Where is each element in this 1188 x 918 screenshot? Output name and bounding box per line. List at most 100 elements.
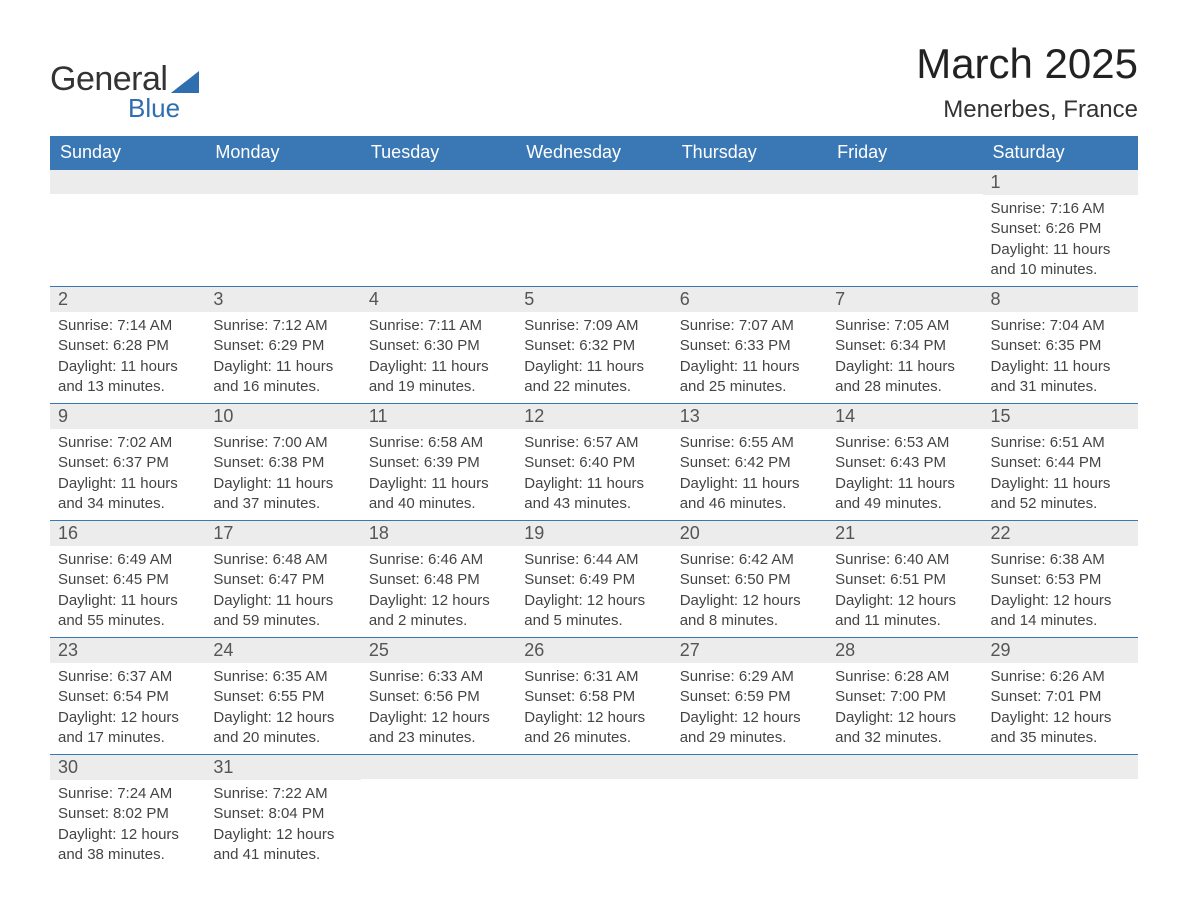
day-cell: 22Sunrise: 6:38 AMSunset: 6:53 PMDayligh… — [983, 521, 1138, 637]
day-body: Sunrise: 6:46 AMSunset: 6:48 PMDaylight:… — [361, 546, 516, 637]
day-dl1: Daylight: 11 hours — [213, 591, 352, 611]
day-dl1: Daylight: 11 hours — [524, 357, 663, 377]
day-body: Sunrise: 6:53 AMSunset: 6:43 PMDaylight:… — [827, 429, 982, 520]
day-sunrise: Sunrise: 6:48 AM — [213, 550, 352, 570]
day-body: Sunrise: 6:28 AMSunset: 7:00 PMDaylight:… — [827, 663, 982, 754]
day-sunrise: Sunrise: 7:22 AM — [213, 784, 352, 804]
day-cell: 10 Sunrise: 7:00 AMSunset: 6:38 PMDayligh… — [205, 404, 360, 520]
day-number: 24 — [205, 638, 360, 663]
day-dl2: and 22 minutes. — [524, 377, 663, 397]
month-title: March 2025 — [916, 40, 1138, 88]
day-dl1: Daylight: 11 hours — [835, 474, 974, 494]
day-number: 21 — [827, 521, 982, 546]
day-number: 9 — [50, 404, 205, 429]
day-dl1: Daylight: 12 hours — [58, 825, 197, 845]
day-sunrise: Sunrise: 6:28 AM — [835, 667, 974, 687]
day-cell: 8Sunrise: 7:04 AMSunset: 6:35 PMDaylight… — [983, 287, 1138, 403]
day-cell — [827, 755, 982, 871]
day-cell: 11Sunrise: 6:58 AMSunset: 6:39 PMDayligh… — [361, 404, 516, 520]
day-dl1: Daylight: 11 hours — [213, 474, 352, 494]
empty-day-bar — [205, 170, 360, 194]
day-number: 3 — [205, 287, 360, 312]
day-sunset: Sunset: 6:38 PM — [213, 453, 352, 473]
day-sunrise: Sunrise: 7:14 AM — [58, 316, 197, 336]
day-cell: 30Sunrise: 7:24 AMSunset: 8:02 PMDayligh… — [50, 755, 205, 871]
day-sunset: Sunset: 6:44 PM — [991, 453, 1130, 473]
day-header: Wednesday — [516, 136, 671, 169]
day-dl2: and 2 minutes. — [369, 611, 508, 631]
day-cell: 2Sunrise: 7:14 AMSunset: 6:28 PMDaylight… — [50, 287, 205, 403]
week-row: 23Sunrise: 6:37 AMSunset: 6:54 PMDayligh… — [50, 637, 1138, 754]
day-sunrise: Sunrise: 6:55 AM — [680, 433, 819, 453]
day-sunrise: Sunrise: 7:12 AM — [213, 316, 352, 336]
day-body: Sunrise: 6:44 AMSunset: 6:49 PMDaylight:… — [516, 546, 671, 637]
day-number: 16 — [50, 521, 205, 546]
day-sunrise: Sunrise: 6:35 AM — [213, 667, 352, 687]
day-sunrise: Sunrise: 6:29 AM — [680, 667, 819, 687]
day-sunset: Sunset: 6:56 PM — [369, 687, 508, 707]
day-number: 7 — [827, 287, 982, 312]
day-dl1: Daylight: 11 hours — [991, 474, 1130, 494]
day-number: 4 — [361, 287, 516, 312]
day-dl2: and 35 minutes. — [991, 728, 1130, 748]
day-body: Sunrise: 6:58 AMSunset: 6:39 PMDaylight:… — [361, 429, 516, 520]
day-dl2: and 31 minutes. — [991, 377, 1130, 397]
day-sunrise: Sunrise: 7:00 AM — [213, 433, 352, 453]
day-dl2: and 28 minutes. — [835, 377, 974, 397]
day-dl2: and 43 minutes. — [524, 494, 663, 514]
brand-line2: Blue — [128, 93, 199, 124]
day-cell: 26Sunrise: 6:31 AMSunset: 6:58 PMDayligh… — [516, 638, 671, 754]
day-cell: 24Sunrise: 6:35 AMSunset: 6:55 PMDayligh… — [205, 638, 360, 754]
day-dl2: and 59 minutes. — [213, 611, 352, 631]
day-dl2: and 23 minutes. — [369, 728, 508, 748]
day-cell: 21Sunrise: 6:40 AMSunset: 6:51 PMDayligh… — [827, 521, 982, 637]
day-dl2: and 20 minutes. — [213, 728, 352, 748]
day-sunrise: Sunrise: 7:04 AM — [991, 316, 1130, 336]
day-dl1: Daylight: 12 hours — [835, 708, 974, 728]
day-dl2: and 29 minutes. — [680, 728, 819, 748]
day-dl2: and 41 minutes. — [213, 845, 352, 865]
day-dl1: Daylight: 12 hours — [58, 708, 197, 728]
day-cell: 17Sunrise: 6:48 AMSunset: 6:47 PMDayligh… — [205, 521, 360, 637]
brand-logo: General Blue — [50, 60, 199, 124]
day-dl1: Daylight: 12 hours — [991, 591, 1130, 611]
day-body: Sunrise: 6:37 AMSunset: 6:54 PMDaylight:… — [50, 663, 205, 754]
day-cell — [983, 755, 1138, 871]
day-cell — [672, 755, 827, 871]
day-body: Sunrise: 6:26 AMSunset: 7:01 PMDaylight:… — [983, 663, 1138, 754]
day-dl2: and 10 minutes. — [991, 260, 1130, 280]
day-cell — [516, 170, 671, 286]
day-number: 8 — [983, 287, 1138, 312]
calendar-header-row: SundayMondayTuesdayWednesdayThursdayFrid… — [50, 136, 1138, 169]
day-cell: 27Sunrise: 6:29 AMSunset: 6:59 PMDayligh… — [672, 638, 827, 754]
day-sunrise: Sunrise: 6:26 AM — [991, 667, 1130, 687]
day-sunrise: Sunrise: 6:31 AM — [524, 667, 663, 687]
day-sunset: Sunset: 6:53 PM — [991, 570, 1130, 590]
empty-day-bar — [516, 170, 671, 194]
day-dl1: Daylight: 11 hours — [58, 357, 197, 377]
day-sunset: Sunset: 6:47 PM — [213, 570, 352, 590]
day-cell: 1Sunrise: 7:16 AMSunset: 6:26 PMDaylight… — [983, 170, 1138, 286]
day-number: 10 — [205, 404, 360, 429]
day-sunset: Sunset: 8:04 PM — [213, 804, 352, 824]
day-sunrise: Sunrise: 6:46 AM — [369, 550, 508, 570]
day-body: Sunrise: 6:38 AMSunset: 6:53 PMDaylight:… — [983, 546, 1138, 637]
day-body: Sunrise: 7:12 AMSunset: 6:29 PMDaylight:… — [205, 312, 360, 403]
day-body: Sunrise: 6:57 AMSunset: 6:40 PMDaylight:… — [516, 429, 671, 520]
day-cell — [361, 755, 516, 871]
day-body: Sunrise: 6:40 AMSunset: 6:51 PMDaylight:… — [827, 546, 982, 637]
day-cell: 4Sunrise: 7:11 AMSunset: 6:30 PMDaylight… — [361, 287, 516, 403]
day-cell — [50, 170, 205, 286]
day-cell — [827, 170, 982, 286]
day-number: 31 — [205, 755, 360, 780]
day-sunset: Sunset: 6:49 PM — [524, 570, 663, 590]
empty-day-bar — [516, 755, 671, 779]
day-sunset: Sunset: 8:02 PM — [58, 804, 197, 824]
day-sunrise: Sunrise: 7:11 AM — [369, 316, 508, 336]
day-sunset: Sunset: 6:54 PM — [58, 687, 197, 707]
day-dl1: Daylight: 12 hours — [524, 708, 663, 728]
day-number: 27 — [672, 638, 827, 663]
day-cell: 7Sunrise: 7:05 AMSunset: 6:34 PMDaylight… — [827, 287, 982, 403]
day-body: Sunrise: 7:11 AMSunset: 6:30 PMDaylight:… — [361, 312, 516, 403]
day-sunrise: Sunrise: 7:24 AM — [58, 784, 197, 804]
